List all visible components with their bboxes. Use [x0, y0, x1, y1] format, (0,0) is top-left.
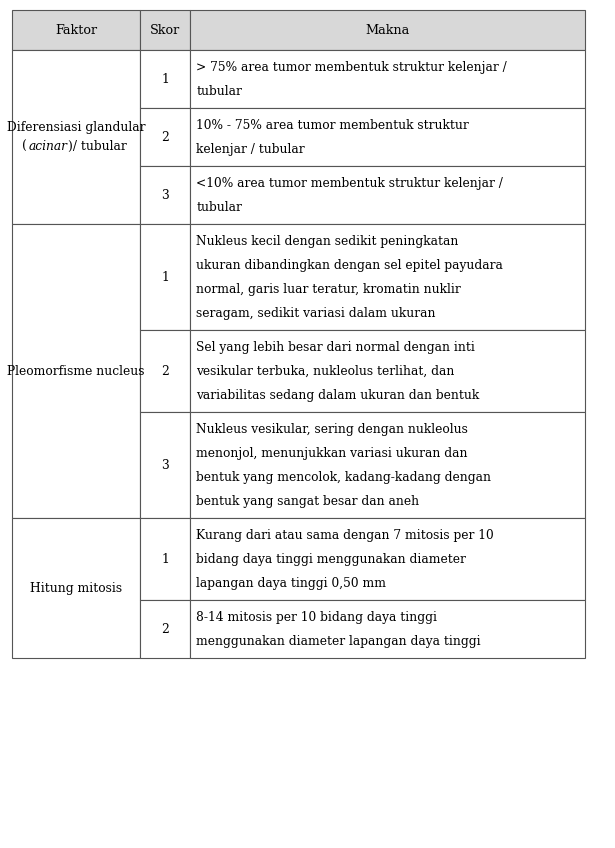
Text: 1: 1 [161, 73, 169, 86]
Text: variabilitas sedang dalam ukuran dan bentuk: variabilitas sedang dalam ukuran dan ben… [196, 388, 480, 402]
Text: ukuran dibandingkan dengan sel epitel payudara: ukuran dibandingkan dengan sel epitel pa… [196, 259, 503, 271]
Text: 2: 2 [161, 622, 169, 636]
Bar [191, 224, 585, 330]
Bar [191, 600, 585, 658]
Text: 2: 2 [161, 131, 169, 143]
Bar [12, 10, 140, 50]
Text: Hitung mitosis: Hitung mitosis [30, 582, 122, 594]
Text: Faktor: Faktor [55, 24, 97, 36]
Bar [140, 109, 191, 166]
Bar [140, 50, 191, 109]
Bar [191, 109, 585, 166]
Text: menggunakan diameter lapangan daya tinggi: menggunakan diameter lapangan daya tingg… [196, 634, 481, 648]
Bar [191, 10, 585, 50]
Text: > 75% area tumor membentuk struktur kelenjar /: > 75% area tumor membentuk struktur kele… [196, 61, 507, 74]
Bar [140, 10, 191, 50]
Text: acinar: acinar [28, 140, 68, 153]
Text: bentuk yang mencolok, kadang-kadang dengan: bentuk yang mencolok, kadang-kadang deng… [196, 471, 491, 483]
Bar [191, 412, 585, 518]
Text: Pleomorfisme nucleus: Pleomorfisme nucleus [7, 365, 145, 377]
Text: Sel yang lebih besar dari normal dengan inti: Sel yang lebih besar dari normal dengan … [196, 341, 475, 354]
Text: 10% - 75% area tumor membentuk struktur: 10% - 75% area tumor membentuk struktur [196, 119, 469, 131]
Text: 2: 2 [161, 365, 169, 377]
Text: lapangan daya tinggi 0,50 mm: lapangan daya tinggi 0,50 mm [196, 577, 386, 589]
Text: bidang daya tinggi menggunakan diameter: bidang daya tinggi menggunakan diameter [196, 553, 466, 566]
Bar [191, 518, 585, 600]
Text: 3: 3 [161, 188, 169, 202]
Bar [140, 600, 191, 658]
Text: menonjol, menunjukkan variasi ukuran dan: menonjol, menunjukkan variasi ukuran dan [196, 447, 468, 460]
Text: Nukleus vesikular, sering dengan nukleolus: Nukleus vesikular, sering dengan nukleol… [196, 422, 468, 436]
Text: normal, garis luar teratur, kromatin nuklir: normal, garis luar teratur, kromatin nuk… [196, 282, 461, 296]
Text: Kurang dari atau sama dengan 7 mitosis per 10: Kurang dari atau sama dengan 7 mitosis p… [196, 528, 494, 542]
Bar [191, 330, 585, 412]
Bar [12, 50, 140, 224]
Text: 8-14 mitosis per 10 bidang daya tinggi: 8-14 mitosis per 10 bidang daya tinggi [196, 611, 437, 623]
Text: vesikular terbuka, nukleolus terlihat, dan: vesikular terbuka, nukleolus terlihat, d… [196, 365, 454, 377]
Bar [191, 50, 585, 109]
Text: (: ( [22, 140, 27, 153]
Bar [140, 224, 191, 330]
Text: 3: 3 [161, 459, 169, 471]
Text: Skor: Skor [150, 24, 180, 36]
Text: tubular: tubular [196, 201, 242, 214]
Text: )/ tubular: )/ tubular [68, 140, 127, 153]
Text: tubular: tubular [196, 85, 242, 98]
Text: Makna: Makna [365, 24, 410, 36]
Bar [140, 330, 191, 412]
Bar [12, 518, 140, 658]
Text: bentuk yang sangat besar dan aneh: bentuk yang sangat besar dan aneh [196, 494, 419, 508]
Text: 1: 1 [161, 553, 169, 566]
Text: Nukleus kecil dengan sedikit peningkatan: Nukleus kecil dengan sedikit peningkatan [196, 235, 459, 248]
Text: seragam, sedikit variasi dalam ukuran: seragam, sedikit variasi dalam ukuran [196, 307, 436, 320]
Text: kelenjar / tubular: kelenjar / tubular [196, 142, 305, 156]
Bar [140, 166, 191, 224]
Bar [140, 412, 191, 518]
Bar [191, 166, 585, 224]
Text: <10% area tumor membentuk struktur kelenjar /: <10% area tumor membentuk struktur kelen… [196, 176, 503, 190]
Text: Diferensiasi glandular: Diferensiasi glandular [7, 121, 145, 134]
Bar [140, 518, 191, 600]
Text: 1: 1 [161, 271, 169, 284]
Bar [12, 224, 140, 518]
